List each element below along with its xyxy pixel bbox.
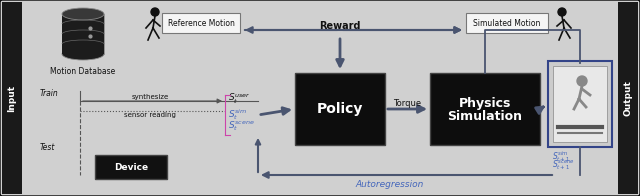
Text: Train: Train: [40, 89, 59, 97]
Bar: [295, 73, 385, 145]
Circle shape: [558, 8, 566, 16]
Text: Policy: Policy: [317, 102, 363, 116]
Text: Motion Database: Motion Database: [51, 67, 116, 76]
Bar: [553, 66, 607, 142]
Text: $S^{scene}_{t}$: $S^{scene}_{t}$: [228, 119, 255, 133]
Text: Test: Test: [40, 143, 56, 152]
FancyBboxPatch shape: [466, 13, 548, 33]
Text: $S^{scene}_{t+1}$: $S^{scene}_{t+1}$: [552, 159, 575, 172]
Bar: [618, 2, 638, 194]
Circle shape: [151, 8, 159, 16]
Bar: [548, 61, 612, 147]
Text: $S^{user}_{t}$: $S^{user}_{t}$: [228, 92, 250, 106]
Ellipse shape: [62, 8, 104, 20]
Bar: [62, 14, 104, 54]
Text: Reward: Reward: [319, 21, 361, 31]
Bar: [430, 73, 540, 145]
Text: Input: Input: [8, 84, 17, 112]
Text: Physics: Physics: [459, 96, 511, 110]
FancyBboxPatch shape: [162, 13, 240, 33]
Text: sensor reading: sensor reading: [124, 112, 176, 118]
Text: $S^{sim}_{t+1}$: $S^{sim}_{t+1}$: [552, 149, 570, 164]
Text: Torque: Torque: [394, 99, 422, 107]
Text: Simulation: Simulation: [447, 110, 522, 122]
Text: $S^{sim}_{t}$: $S^{sim}_{t}$: [228, 108, 247, 122]
Text: Autoregression: Autoregression: [356, 180, 424, 189]
Text: Device: Device: [114, 162, 148, 172]
Text: synthesize: synthesize: [131, 94, 168, 100]
Text: Reference Motion: Reference Motion: [168, 18, 234, 27]
Bar: [95, 155, 167, 179]
Text: Simulated Motion: Simulated Motion: [474, 18, 541, 27]
Text: Output: Output: [623, 80, 632, 116]
Bar: [2, 2, 22, 194]
Ellipse shape: [62, 48, 104, 60]
Circle shape: [577, 76, 587, 86]
